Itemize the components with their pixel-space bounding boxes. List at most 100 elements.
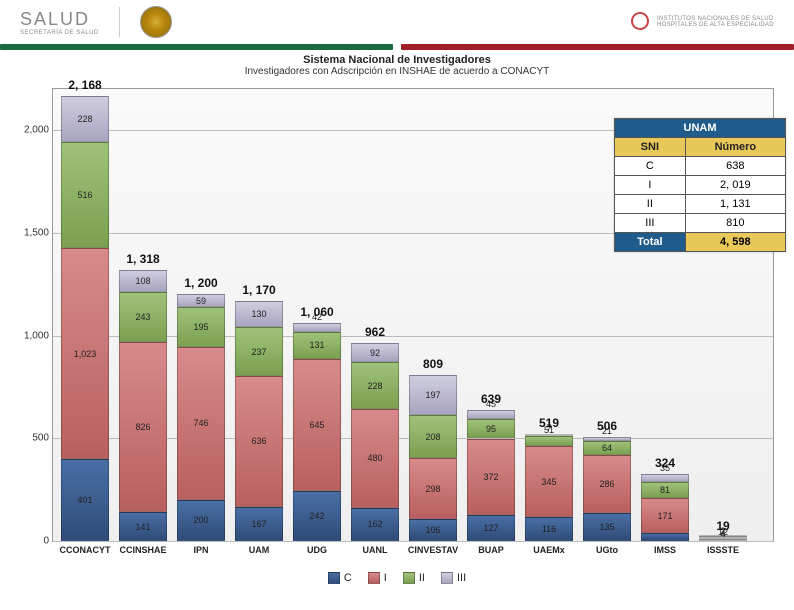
chart-title: Sistema Nacional de Investigadores [0,54,794,66]
institutos-ring-icon [631,12,649,30]
bar-segment-iii [177,294,225,306]
bar-segment-iii [583,437,631,441]
bar-segment-iii [293,323,341,332]
legend-item-c: C [328,572,352,584]
y-axis-label: 1,500 [19,227,49,238]
table-cell-value: 638 [685,157,785,176]
table-title: UNAM [615,119,786,138]
header-color-strip [0,44,794,50]
bar-total-label: 639 [467,392,515,406]
bar-total-label: 506 [583,419,631,433]
salud-wordmark: SALUD [20,9,99,30]
bar-segment-c [641,533,689,541]
bar-segment-c [235,507,283,541]
bar-total-label: 962 [351,325,399,339]
table-cell-value: 2, 019 [685,176,785,195]
category-label: IMSS [634,545,696,555]
bar-segment-iii [699,535,747,537]
legend-item-i: I [368,572,387,584]
legend-swatch [328,572,340,584]
category-label: IPN [170,545,232,555]
table-total-label: Total [615,233,686,252]
table-total-value: 4, 598 [685,233,785,252]
bar-segment-i [525,446,573,517]
category-label: UAM [228,545,290,555]
bar-segment-ii [61,142,109,248]
bar-segment-i [293,359,341,492]
bar-segment-c [177,500,225,541]
bar-total-label: 1, 200 [177,276,225,290]
bar-segment-iii [235,301,283,328]
bar-total-label: 1, 060 [293,305,341,319]
unam-table: UNAM SNI Número C638I2, 019II1, 131III81… [614,118,786,252]
bar-total-label: 1, 318 [119,252,167,266]
legend: CIIIIII [0,572,794,584]
bar-segment-i [467,439,515,515]
bar-total-label: 19 [699,519,747,533]
table-row: II1, 131 [615,195,786,214]
bar-segment-ii [525,436,573,446]
bar-segment-ii [641,482,689,499]
category-label: ISSSTE [692,545,754,555]
legend-label: II [419,572,425,584]
bar-segment-c [467,515,515,541]
bar-segment-c [583,513,631,541]
bar-total-label: 1, 170 [235,283,283,297]
bar-segment-ii [235,327,283,376]
bar-total-label: 324 [641,456,689,470]
table-cell-key: III [615,214,686,233]
y-axis-label: 0 [19,536,49,547]
bar-segment-ii [293,332,341,359]
bar-segment-c [525,517,573,541]
bar-total-label: 2, 168 [61,78,109,92]
salud-text-block: SALUD SECRETARÍA DE SALUD [20,9,99,36]
strip-red [401,44,794,50]
bar-segment-iii [467,410,515,419]
bar-segment-ii [351,362,399,409]
bar-segment-ii [409,415,457,458]
bar-segment-iii [641,474,689,481]
salud-subtitle: SECRETARÍA DE SALUD [20,30,99,36]
bar-segment-iii [525,434,573,436]
bar-segment-c [293,491,341,541]
table-head-sni: SNI [615,138,686,157]
table-row: I2, 019 [615,176,786,195]
table-cell-key: II [615,195,686,214]
salud-logo-block: SALUD SECRETARÍA DE SALUD [20,6,172,38]
table-head-num: Número [685,138,785,157]
bar-segment-i [699,538,747,540]
bar-segment-iii [119,270,167,292]
bar-total-label: 519 [525,416,573,430]
legend-item-ii: II [403,572,425,584]
bar-total-label: 809 [409,357,457,371]
bar-segment-i [61,248,109,458]
category-label: UDG [286,545,348,555]
bar-segment-i [119,342,167,512]
category-label: CINVESTAV [402,545,464,555]
bar-segment-ii [583,441,631,454]
bar-segment-ii [119,292,167,342]
bar-segment-c [61,459,109,541]
bar-segment-iii [409,375,457,415]
bar-segment-c [351,508,399,541]
header-bar: SALUD SECRETARÍA DE SALUD INSTITUTOS NAC… [0,0,794,42]
institutos-line2: HOSPITALES DE ALTA ESPECIALIDAD [657,22,774,28]
bar-segment-i [583,455,631,514]
bar-segment-c [409,519,457,541]
category-label: UANL [344,545,406,555]
gridline [53,541,773,542]
table-cell-key: C [615,157,686,176]
table-cell-key: I [615,176,686,195]
category-label: CCONACYT [54,545,116,555]
table-cell-value: 1, 131 [685,195,785,214]
header-divider [119,7,120,37]
bar-segment-ii [467,419,515,439]
table-row: C638 [615,157,786,176]
institutos-logo-block: INSTITUTOS NACIONALES DE SALUD HOSPITALE… [631,13,774,31]
bar-segment-iii [61,96,109,143]
institutos-line1: INSTITUTOS NACIONALES DE SALUD [657,16,774,22]
legend-label: I [384,572,387,584]
category-label: UGto [576,545,638,555]
y-axis-label: 1,000 [19,330,49,341]
bar-segment-ii [177,307,225,347]
